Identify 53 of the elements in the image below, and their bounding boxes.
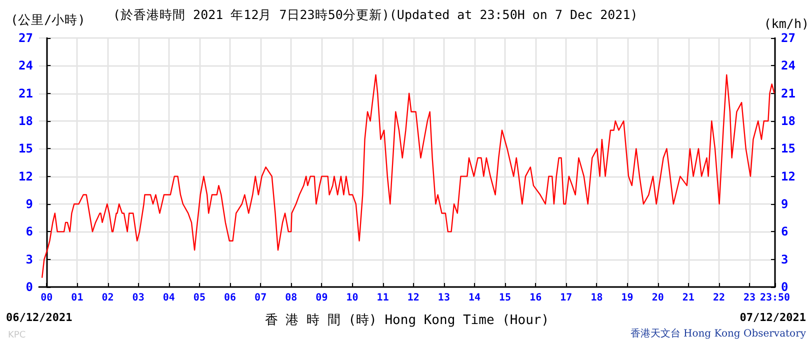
x-tick-label: 09 bbox=[316, 292, 328, 304]
x-tick-label: 22 bbox=[712, 292, 726, 304]
x-tick-label: 19 bbox=[621, 292, 634, 304]
y-tick-label: 12 bbox=[18, 169, 33, 184]
x-tick-label: 23 bbox=[744, 292, 756, 304]
x-tick-label: 01 bbox=[71, 292, 84, 304]
y-tick-label: 9 bbox=[26, 197, 33, 211]
y-tick-label: 15 bbox=[18, 142, 33, 156]
x-tick-label: 10 bbox=[346, 292, 358, 304]
x-tick-label: 16 bbox=[530, 292, 542, 304]
x-tick-label: 20 bbox=[652, 292, 664, 304]
x-tick-label: 06 bbox=[224, 292, 236, 304]
y2-tick-label: 3 bbox=[781, 252, 788, 266]
y2-tick-label: 9 bbox=[781, 197, 788, 211]
x-tick-label: 05 bbox=[193, 292, 206, 304]
x-tick-label: 18 bbox=[590, 292, 603, 304]
y2-tick-label: 27 bbox=[781, 31, 796, 45]
text: 香港天文台 Hong Kong Observatory bbox=[630, 328, 806, 340]
y2-tick-label: 24 bbox=[781, 58, 796, 73]
y2-tick-label: 21 bbox=[781, 86, 796, 100]
x-tick-label: 13 bbox=[438, 292, 450, 304]
x-tick-label: 00 bbox=[40, 292, 53, 304]
text: 06/12/2021 bbox=[6, 311, 73, 324]
y-tick-label: 21 bbox=[18, 86, 33, 100]
y-tick-label: 27 bbox=[18, 31, 33, 45]
x-tick-label: 12 bbox=[407, 292, 420, 304]
y2-tick-label: 6 bbox=[781, 224, 788, 239]
x-tick-label: 04 bbox=[162, 292, 175, 304]
y-tick-label: 6 bbox=[26, 224, 33, 239]
y2-axis-title: (km/h) bbox=[764, 16, 809, 31]
y2-tick-label: 0 bbox=[781, 280, 788, 294]
y-tick-label: 24 bbox=[18, 58, 33, 73]
x-tick-label: 02 bbox=[102, 292, 114, 304]
y2-tick-label: 15 bbox=[781, 142, 796, 156]
chart-title: (於香港時間 2021 年12月 7日23時50分更新)(Updated at 23:50H on 7 Dec 2021) bbox=[113, 7, 638, 22]
x-tick-label: 14 bbox=[468, 292, 481, 304]
y-tick-label: 3 bbox=[26, 252, 33, 266]
y-tick-label: 18 bbox=[18, 114, 33, 128]
line-series bbox=[41, 74, 775, 278]
x-tick-label: 21 bbox=[682, 292, 694, 304]
text: 07/12/2021 bbox=[740, 311, 806, 324]
x-tick-label: 03 bbox=[132, 292, 144, 304]
x-tick-label: 07 bbox=[254, 292, 267, 304]
x-tick-label: 08 bbox=[285, 292, 298, 304]
y2-tick-label: 12 bbox=[781, 169, 796, 184]
x-tick-label: 23:50 bbox=[760, 292, 790, 304]
x-tick-label: 17 bbox=[560, 292, 572, 304]
x-tick-label: 11 bbox=[376, 292, 389, 304]
y-axis-title: (公里/小時) bbox=[10, 12, 86, 27]
x-tick-label: 15 bbox=[499, 292, 512, 304]
y2-tick-label: 18 bbox=[781, 114, 796, 128]
x-axis-title: 香 港 時 間 (時) Hong Kong Time (Hour) bbox=[264, 313, 550, 328]
y-tick-label: 0 bbox=[26, 280, 33, 294]
